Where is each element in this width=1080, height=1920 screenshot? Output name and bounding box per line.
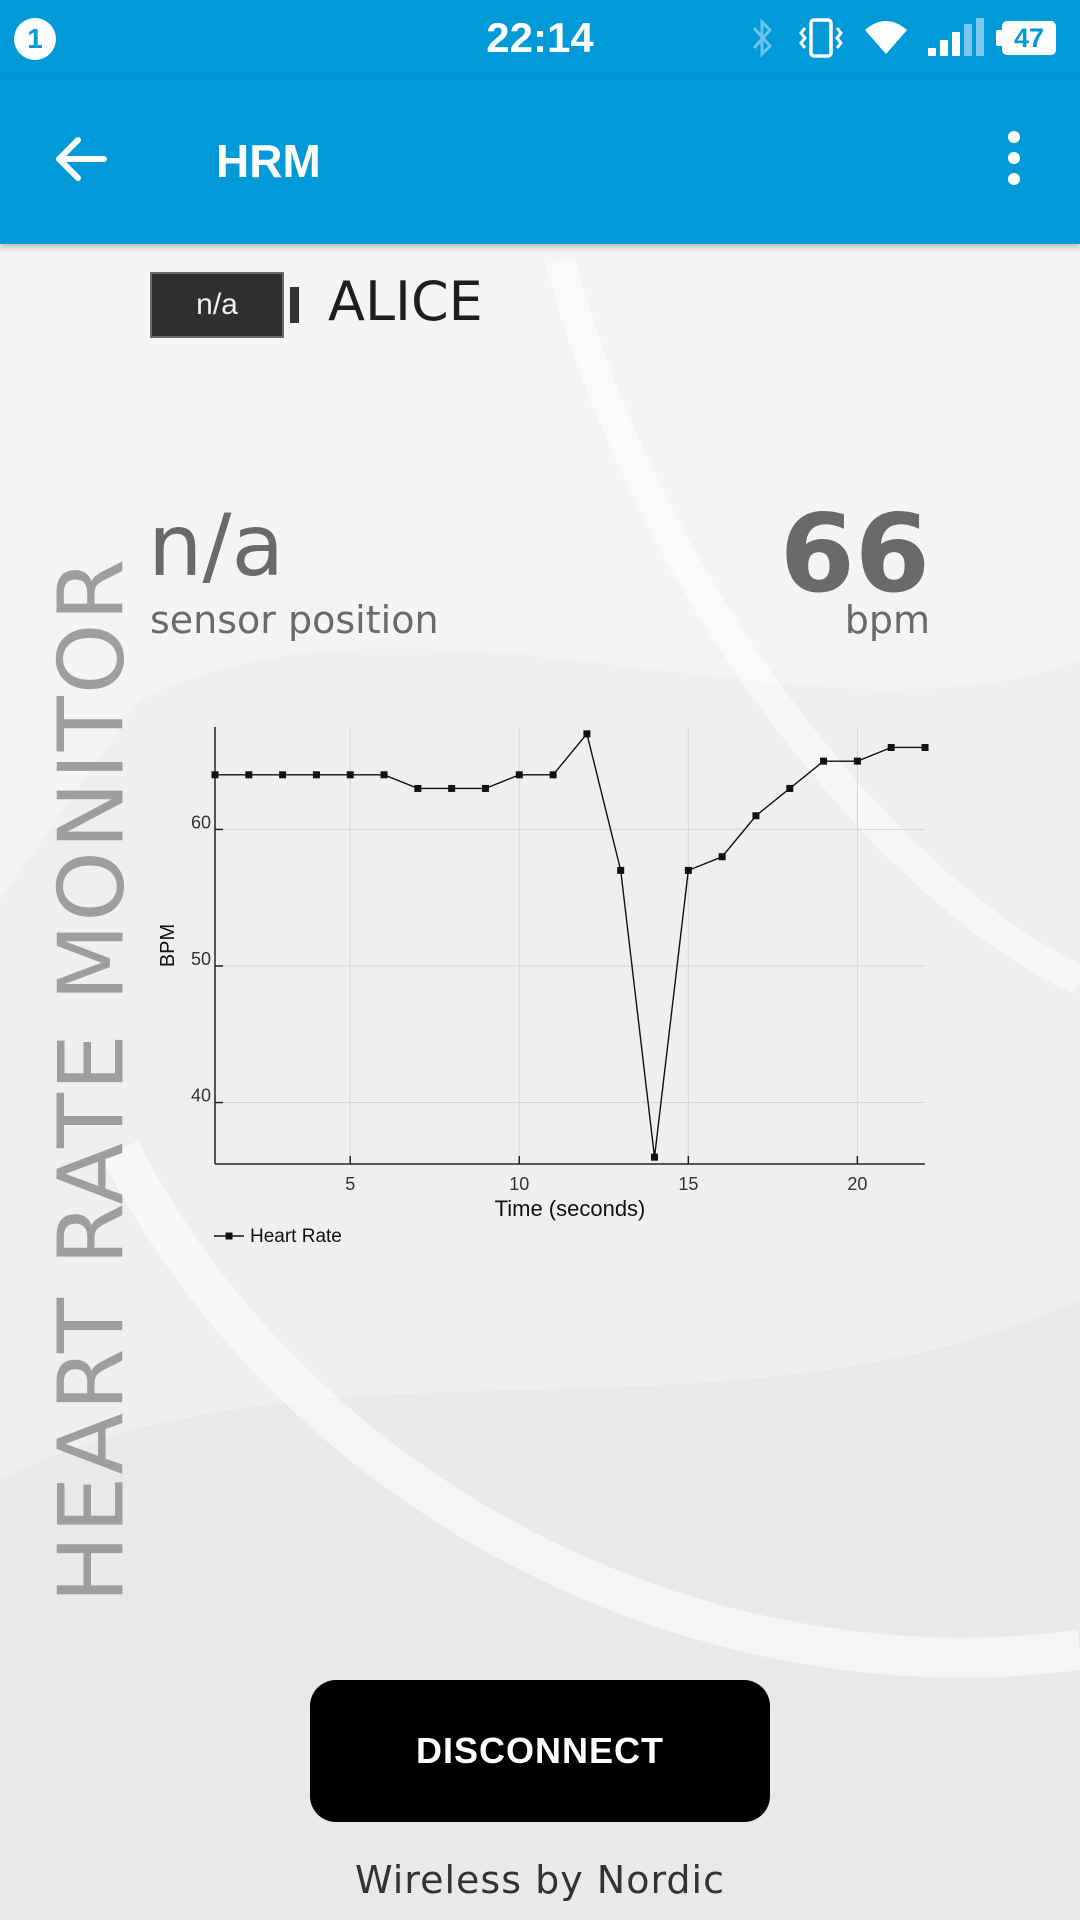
- device-battery-indicator: n/a: [150, 272, 284, 338]
- notification-badge: 1: [14, 18, 56, 60]
- more-vert-icon[interactable]: [998, 128, 1030, 188]
- battery-icon: 47: [1002, 21, 1056, 55]
- sensor-position-value: n/a: [148, 496, 285, 596]
- app-title: HRM: [216, 135, 321, 187]
- side-title: HEART RATE MONITOR: [39, 556, 145, 1604]
- bluetooth-icon: [752, 18, 773, 58]
- signal-icon: [928, 18, 984, 56]
- status-bar: 1 22:14 47: [0, 0, 1080, 76]
- heart-rate-unit: bpm: [844, 598, 930, 642]
- arrow-left-icon[interactable]: [54, 132, 108, 186]
- status-clock: 22:14: [486, 14, 594, 61]
- wifi-icon: [865, 21, 907, 54]
- device-battery-tip: [290, 287, 299, 323]
- sensor-position-label: sensor position: [150, 598, 439, 642]
- heart-rate-value: 66: [779, 492, 930, 617]
- footer-branding: Wireless by Nordic: [355, 1858, 725, 1902]
- battery-nub: [996, 30, 1003, 46]
- app-bar: HRM: [0, 76, 1080, 244]
- vibrate-icon: [799, 18, 843, 58]
- disconnect-button[interactable]: DISCONNECT: [310, 1680, 770, 1822]
- device-name: ALICE: [328, 270, 483, 333]
